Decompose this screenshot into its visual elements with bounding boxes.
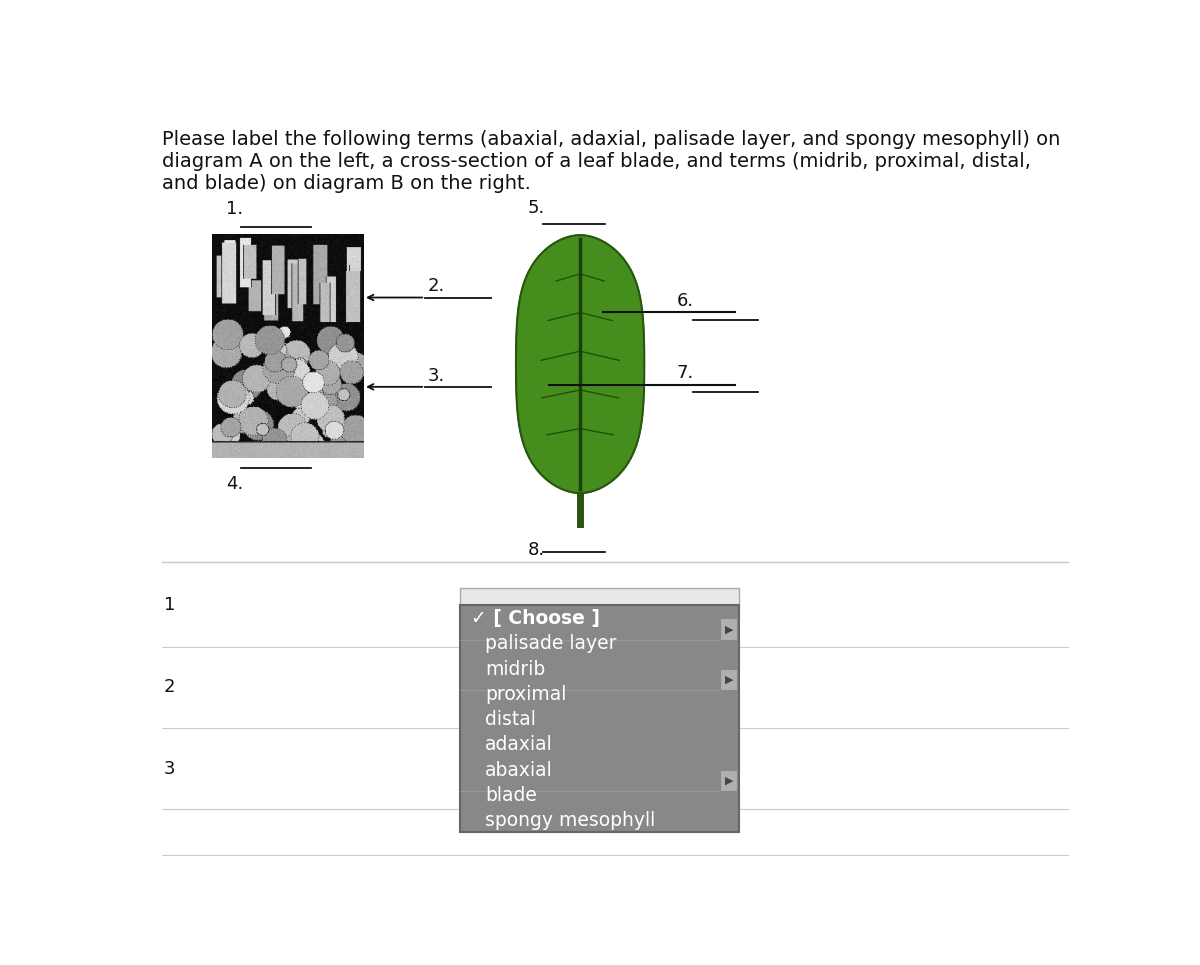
Text: spongy mesophyll: spongy mesophyll	[485, 811, 655, 830]
Polygon shape	[516, 235, 644, 493]
Text: 6.: 6.	[677, 291, 694, 310]
Text: abaxial: abaxial	[485, 760, 552, 780]
Text: 1: 1	[164, 595, 175, 614]
Text: adaxial: adaxial	[485, 735, 552, 755]
Text: ▶: ▶	[725, 675, 733, 685]
Text: 7.: 7.	[677, 364, 695, 382]
Text: 3: 3	[164, 759, 175, 778]
Text: 8.: 8.	[528, 540, 545, 559]
Text: 1.: 1.	[226, 200, 244, 218]
Text: 2.: 2.	[427, 277, 445, 295]
Text: 3.: 3.	[427, 367, 445, 384]
Text: palisade layer: palisade layer	[485, 634, 617, 653]
Bar	[460, 605, 739, 832]
Text: ▶: ▶	[725, 776, 733, 786]
Text: 2: 2	[164, 678, 175, 696]
Text: blade: blade	[485, 786, 536, 805]
Text: proximal: proximal	[485, 685, 566, 703]
Bar	[720, 669, 738, 691]
Text: distal: distal	[485, 710, 535, 730]
Text: midrib: midrib	[485, 660, 545, 678]
Text: ▶: ▶	[725, 624, 733, 634]
Text: Please label the following terms (abaxial, adaxial, palisade layer, and spongy m: Please label the following terms (abaxia…	[162, 129, 1060, 193]
Text: 4.: 4.	[226, 476, 244, 493]
Text: 5.: 5.	[528, 200, 545, 217]
Text: ✓ [ Choose ]: ✓ [ Choose ]	[470, 609, 600, 628]
Bar	[720, 770, 738, 791]
Polygon shape	[516, 235, 644, 493]
Bar	[460, 588, 739, 605]
Bar	[720, 619, 738, 640]
